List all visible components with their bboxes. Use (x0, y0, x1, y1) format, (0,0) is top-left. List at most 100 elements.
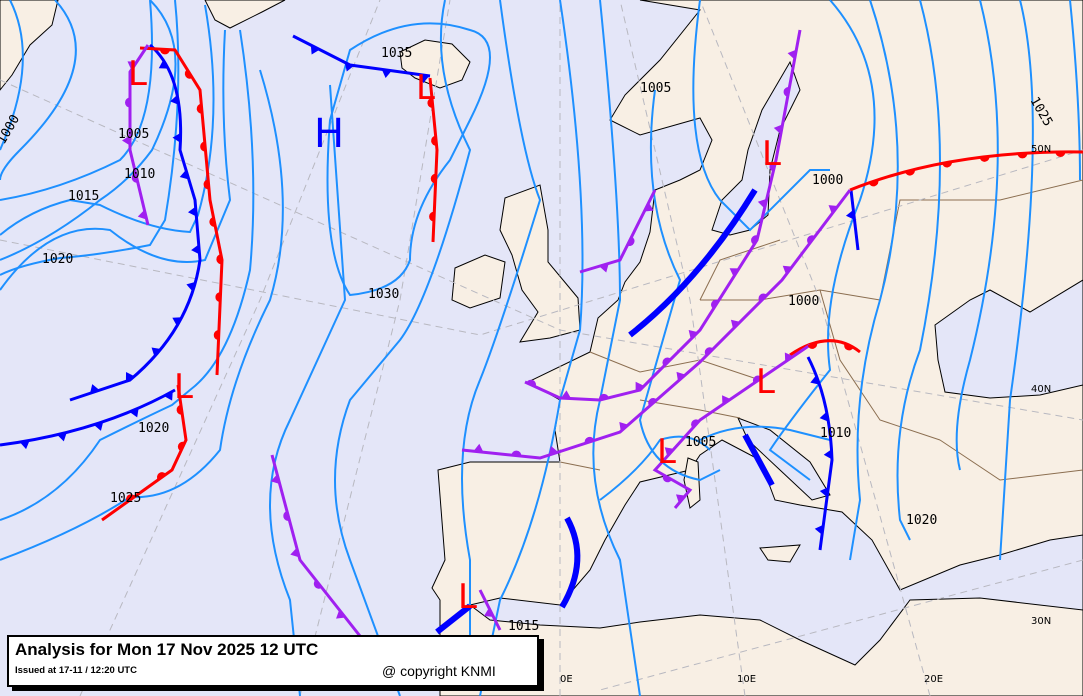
low-pressure-center: L (762, 134, 781, 174)
front-triangle-icon (676, 371, 686, 382)
front-triangle-icon (179, 169, 189, 180)
isobar (849, 0, 899, 561)
front-semicircle-icon (979, 156, 990, 162)
front-triangle-icon (561, 390, 572, 399)
front-semicircle-icon (769, 161, 776, 172)
analysis-title-box: Analysis for Mon 17 Nov 2025 12 UTC Issu… (7, 635, 539, 687)
front-semicircle-icon (511, 450, 522, 457)
high-pressure-center: H (314, 111, 344, 157)
front-triangle-icon (158, 59, 169, 69)
front-triangle-icon (172, 317, 182, 327)
front-semicircle-icon (758, 293, 768, 303)
front-triangle-icon (823, 449, 832, 460)
front-triangle-icon (828, 205, 838, 214)
isobar-label: 1010 (820, 426, 851, 441)
front-semicircle-icon (159, 49, 170, 55)
front-semicircle-icon (283, 511, 290, 521)
graticule-label: 0E (560, 674, 573, 685)
land-greenland (204, 0, 286, 29)
front-semicircle-icon (177, 441, 185, 452)
low-pressure-center: L (756, 362, 775, 402)
warm-front (101, 384, 188, 522)
isobar-label: 1015 (68, 189, 99, 204)
occl-front (579, 189, 657, 274)
front-triangle-icon (599, 263, 609, 273)
front-triangle-icon (129, 408, 139, 418)
isobar-label: 1025 (110, 491, 141, 506)
front-semicircle-icon (156, 472, 167, 481)
isobar (599, 435, 711, 501)
front-triangle-icon (729, 268, 740, 277)
isobar (1069, 0, 1081, 181)
isobar-label: 1010 (124, 167, 155, 182)
front-symbols (19, 45, 1066, 619)
front-semicircle-icon (844, 343, 854, 351)
front-triangle-icon (90, 384, 100, 394)
front-semicircle-icon (125, 97, 130, 108)
front-semicircle-icon (807, 342, 818, 349)
isobar (0, 0, 153, 201)
front-triangle-icon (151, 347, 161, 357)
isobar (955, 0, 999, 471)
front-semicircle-icon (431, 135, 437, 146)
front-semicircle-icon (200, 141, 206, 152)
front-semicircle-icon (209, 216, 216, 227)
isobar (768, 0, 876, 481)
front-semicircle-icon (313, 579, 322, 589)
low-pressure-center: L (174, 367, 193, 407)
isobar-label: 1005 (640, 81, 671, 96)
front-triangle-icon (782, 265, 793, 275)
isobar-label: 1020 (906, 513, 937, 528)
isobar (896, 0, 941, 541)
front-triangle-icon (773, 124, 783, 135)
land-northwest (0, 0, 59, 91)
upper-trough-line (742, 433, 775, 487)
low-pressure-center: L (657, 432, 676, 472)
graticule-label: 50N (1031, 144, 1051, 155)
front-semicircle-icon (526, 379, 536, 387)
isobar (0, 29, 232, 291)
isobar (692, 0, 830, 232)
labels: 1000 1005 1010 1015 1020 1025 1020 1030 1035 1005… (0, 46, 1055, 685)
isobar (0, 0, 180, 276)
land-sicily (759, 544, 801, 563)
isobar (0, 0, 77, 181)
country-borders (559, 179, 1083, 481)
front-triangle-icon (381, 69, 392, 78)
front-triangle-icon (163, 391, 173, 401)
front-triangle-icon (170, 95, 179, 105)
front-triangle-icon (810, 375, 820, 385)
front-semicircle-icon (131, 172, 138, 183)
front-semicircle-icon (598, 393, 609, 400)
isobar (269, 84, 347, 696)
front-semicircle-icon (711, 299, 719, 309)
front-semicircle-icon (627, 236, 635, 246)
front-semicircle-icon (1017, 153, 1028, 159)
low-pressure-center: L (416, 68, 435, 108)
front-triangle-icon (122, 135, 130, 146)
front-semicircle-icon (905, 169, 915, 176)
front-triangle-icon (290, 547, 300, 558)
isobar-label: 1005 (685, 435, 716, 450)
front-semicircle-icon (704, 347, 714, 356)
front-triangle-icon (127, 61, 137, 70)
graticule-label: 30N (1031, 616, 1051, 627)
front-triangle-icon (57, 432, 67, 442)
front-semicircle-icon (427, 97, 433, 108)
front-semicircle-icon (868, 179, 879, 187)
copyright: @ copyright KNMI (382, 663, 496, 679)
low-pressure-center: L (128, 54, 147, 94)
front-triangle-icon (784, 352, 794, 362)
front-triangle-icon (484, 607, 494, 617)
front-semicircle-icon (429, 211, 435, 222)
front-triangle-icon (688, 330, 698, 340)
isobar (479, 0, 584, 696)
front-semicircle-icon (126, 494, 136, 503)
front-triangle-icon (644, 202, 654, 212)
front-triangle-icon (186, 281, 196, 292)
front-triangle-icon (172, 132, 181, 143)
isobar-label: 1000 (788, 294, 819, 309)
front-triangle-icon (635, 381, 645, 392)
